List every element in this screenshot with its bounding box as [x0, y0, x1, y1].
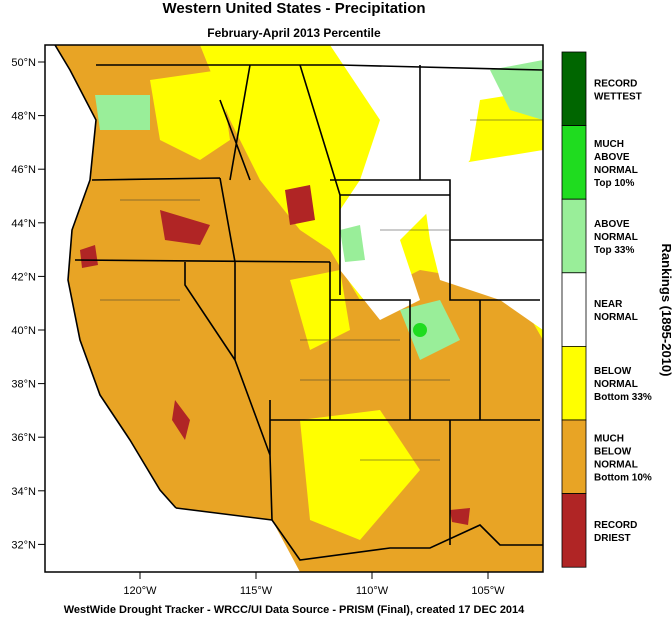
wet-patch: [490, 60, 543, 120]
title: Western United States - Precipitation: [162, 0, 425, 17]
border: [96, 64, 544, 71]
coastline: [54, 44, 177, 509]
legend-label: NORMAL: [594, 232, 638, 243]
legend-label: BELOW: [594, 366, 632, 377]
map-frame: [44, 44, 544, 573]
legend-swatch: [561, 198, 587, 274]
axes: 50°N 48°N 46°N 44°N 42°N 40°N 38°N 36°N 34°N 32°N…: [11, 57, 505, 597]
map: [44, 44, 544, 573]
legend-label: RECORD: [594, 520, 637, 531]
lat-label: 40°N: [11, 325, 36, 337]
wet-patch: [95, 95, 150, 130]
lat-label: 48°N: [11, 111, 36, 123]
legend-label: RECORD: [594, 78, 637, 89]
lat-label: 36°N: [11, 432, 36, 444]
footer: WestWide Drought Tracker - WRCC/UI Data …: [64, 604, 525, 616]
legend-title: Rankings (1895-2010): [659, 244, 672, 377]
lat-label: 32°N: [11, 539, 36, 551]
legend-swatch: [561, 51, 587, 126]
legend-swatch: [561, 125, 587, 200]
lon-label: 115°W: [240, 585, 273, 597]
lon-label: 110°W: [356, 585, 389, 597]
lat-label: 50°N: [11, 57, 36, 69]
legend-label: MUCH: [594, 433, 624, 444]
lat-label: 38°N: [11, 379, 36, 391]
lon-label: 105°W: [471, 585, 505, 597]
legend-label: Bottom 10%: [594, 472, 652, 483]
wet-patch: [340, 225, 365, 262]
legend-label: WETTEST: [594, 91, 642, 102]
legend: RECORD WETTEST MUCH ABOVE NORMAL Top 10% ABOVE…: [561, 51, 672, 568]
legend-label: Top 33%: [594, 245, 634, 256]
driest-patch: [80, 245, 98, 268]
legend-label: NORMAL: [594, 379, 638, 390]
border: [175, 507, 543, 561]
lat-label: 42°N: [11, 271, 36, 283]
legend-label: NORMAL: [594, 312, 638, 323]
legend-label: Top 10%: [594, 178, 634, 189]
legend-label: BELOW: [594, 446, 632, 457]
legend-swatch: [561, 493, 587, 568]
dry-region: [300, 410, 420, 540]
legend-swatch: [561, 272, 587, 347]
legend-label: ABOVE: [594, 152, 630, 163]
legend-label: MUCH: [594, 139, 624, 150]
legend-label: NORMAL: [594, 165, 638, 176]
driest-patch: [450, 508, 470, 525]
lat-label: 46°N: [11, 164, 36, 176]
wet-patch: [413, 323, 427, 337]
legend-label: DRIEST: [594, 533, 631, 544]
lon-label: 120°W: [123, 585, 157, 597]
dry-region: [290, 270, 350, 350]
driest-patch: [172, 400, 190, 440]
driest-patch: [285, 185, 315, 225]
driest-patch: [160, 210, 210, 245]
legend-label: NEAR: [594, 299, 623, 310]
legend-swatch: [561, 345, 587, 421]
legend-swatch: [561, 419, 587, 494]
state-border: [74, 64, 543, 545]
dry-region: [150, 70, 230, 160]
lat-label: 34°N: [11, 486, 36, 498]
legend-label: NORMAL: [594, 459, 638, 470]
lat-label: 44°N: [11, 218, 36, 230]
wet-patch: [400, 300, 460, 360]
legend-label: Bottom 33%: [594, 392, 652, 403]
county-border: [100, 119, 543, 461]
legend-label: ABOVE: [594, 219, 630, 230]
subtitle: February-April 2013 Percentile: [207, 26, 381, 40]
